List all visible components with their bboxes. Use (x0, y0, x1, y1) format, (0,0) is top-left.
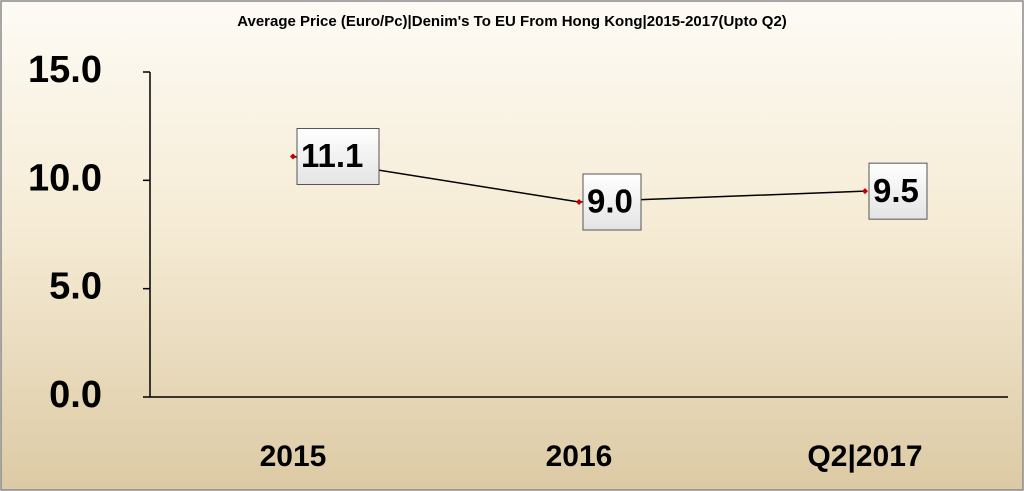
marker (290, 153, 296, 160)
label-box (582, 173, 642, 231)
x-tick-label: Q2|2017 (807, 440, 922, 473)
label-box (296, 128, 380, 185)
x-tick-label: 2015 (260, 440, 327, 473)
marker (576, 199, 582, 205)
data-label: 9.0 (587, 183, 633, 220)
y-tick-label: 0.0 (49, 374, 102, 416)
x-tick-label: 2016 (546, 440, 613, 473)
y-tick-label: 15.0 (28, 49, 102, 91)
data-label: 9.5 (873, 172, 919, 209)
y-tick-label: 5.0 (49, 266, 102, 308)
chart-title: Average Price (Euro/Pc)|Denim's To EU Fr… (237, 13, 787, 30)
marker (862, 188, 868, 195)
y-tick-label: 10.0 (28, 157, 102, 199)
data-label: 11.1 (301, 137, 363, 174)
label-box (868, 162, 928, 220)
